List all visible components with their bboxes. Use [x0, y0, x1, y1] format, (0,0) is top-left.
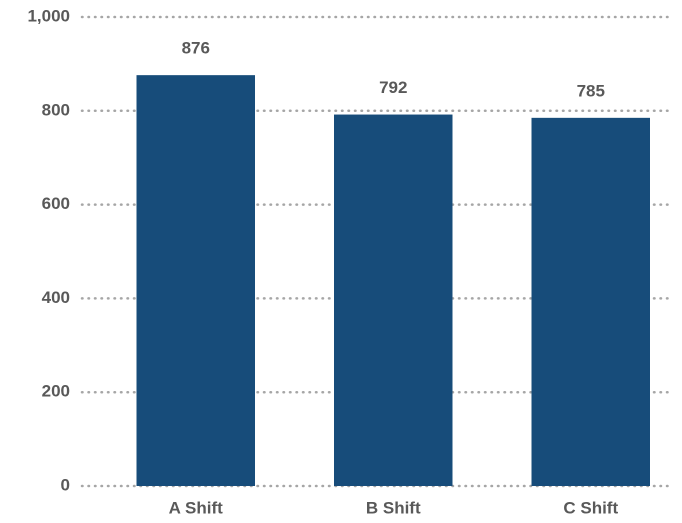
bar [334, 114, 453, 486]
value-label: 792 [379, 78, 407, 97]
x-tick-label: B Shift [366, 498, 421, 517]
x-tick-label: C Shift [563, 498, 618, 517]
y-tick-label: 200 [42, 382, 70, 401]
y-tick-label: 1,000 [27, 6, 70, 25]
y-tick-label: 0 [61, 475, 70, 494]
y-tick-label: 800 [42, 100, 70, 119]
value-label: 876 [182, 39, 210, 58]
y-tick-label: 600 [42, 194, 70, 213]
bar [531, 117, 650, 487]
x-tick-label: A Shift [169, 498, 223, 517]
bar [136, 75, 255, 486]
value-label: 785 [577, 81, 605, 100]
y-tick-label: 400 [42, 288, 70, 307]
